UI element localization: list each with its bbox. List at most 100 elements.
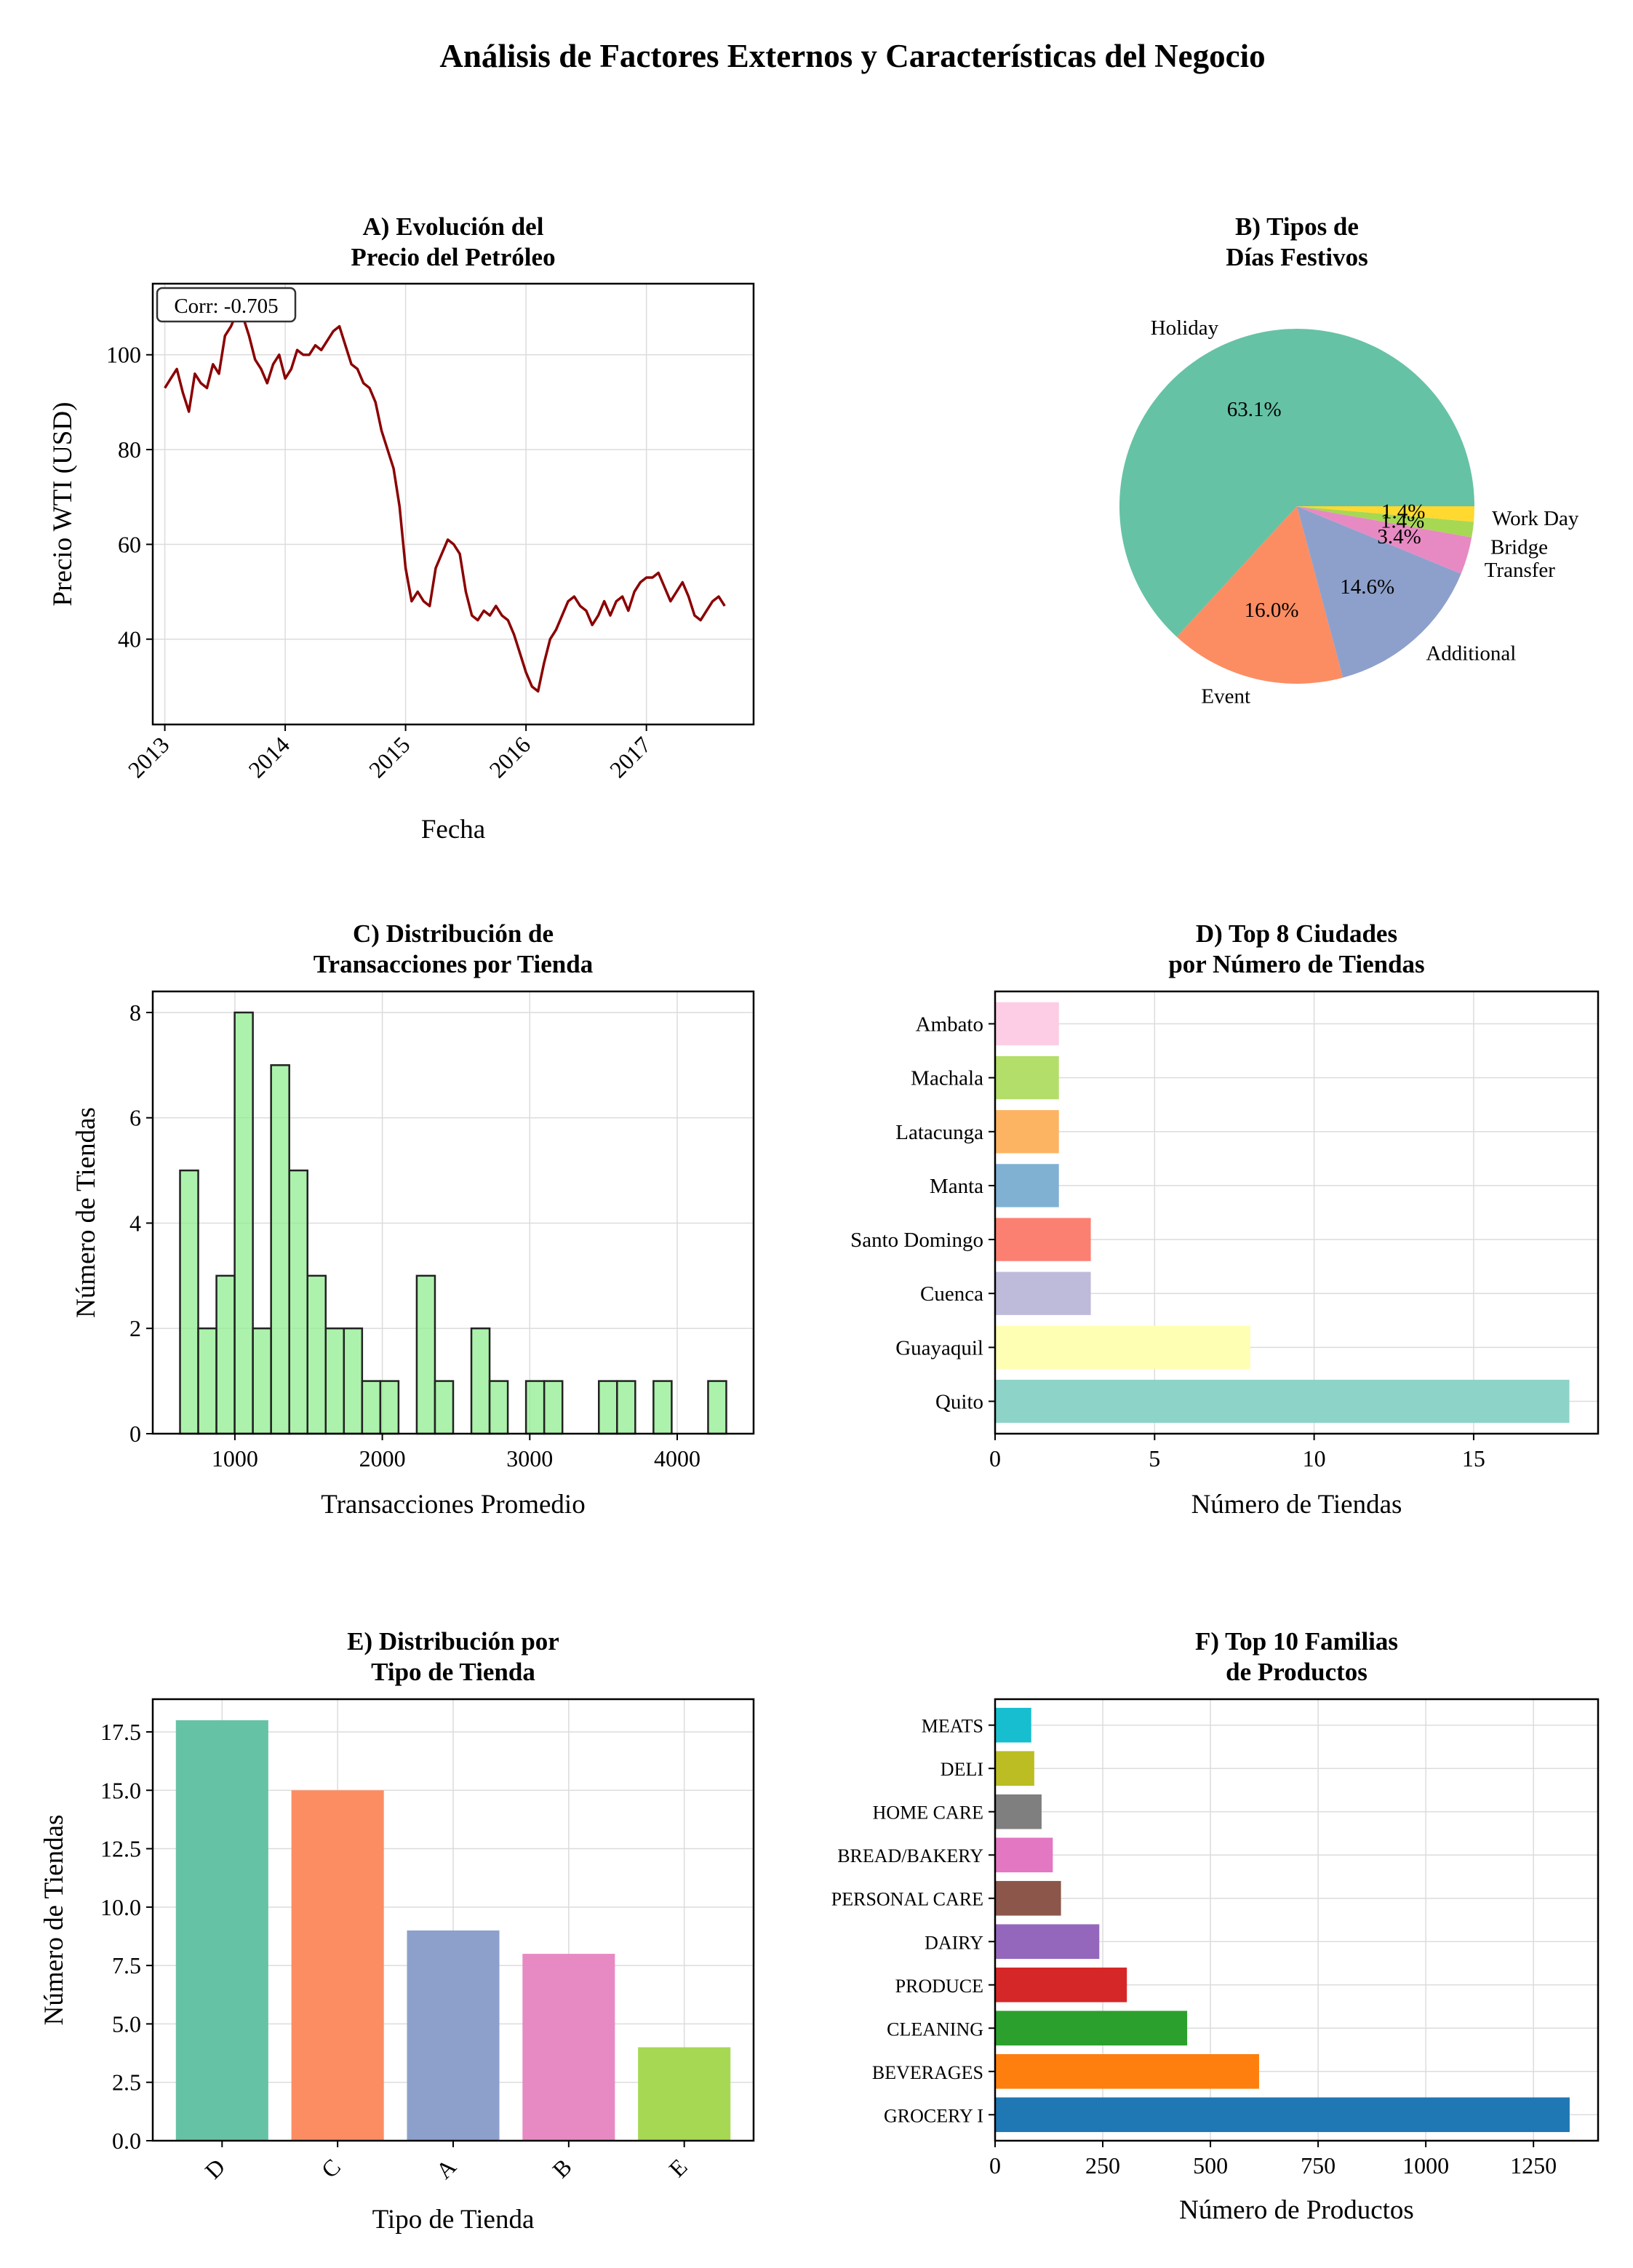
chart-a-frame — [151, 282, 755, 726]
chart-c-ylabel: Número de Tiendas — [71, 1107, 101, 1318]
chart-a-xtick-label: 2014 — [243, 731, 295, 783]
chart-f-category-label: DAIRY — [925, 1932, 983, 1953]
chart-b-pct-label: 1.4% — [1381, 500, 1425, 523]
chart-f-bar — [995, 2053, 1259, 2089]
chart-c-bar — [343, 1327, 364, 1435]
chart-f-bar — [995, 1924, 1100, 1960]
chart-c-bar — [379, 1380, 400, 1435]
chart-f-title-line: de Productos — [1226, 1658, 1368, 1686]
chart-e-ytick-label: 12.5 — [100, 1836, 141, 1862]
chart-f-category-label: GROCERY I — [884, 2105, 983, 2126]
chart-c-bar — [488, 1380, 509, 1435]
chart-e-xtick-label: C — [316, 2153, 346, 2183]
chart-e-bar — [522, 1954, 615, 2141]
chart-f-bar — [995, 1751, 1034, 1786]
chart-c-bar — [197, 1327, 217, 1435]
chart-c-xtick-label: 1000 — [212, 1445, 258, 1472]
chart-b-title-line: B) Tipos de — [1235, 212, 1359, 241]
chart-b-slice-label: Work Day — [1492, 507, 1579, 530]
chart-f-xtick-label: 1000 — [1402, 2152, 1449, 2179]
chart-f-bar — [995, 1837, 1053, 1873]
chart-c-bar — [470, 1327, 491, 1435]
chart-b-slice-additional — [1297, 506, 1461, 678]
chart-c-title-line: Transacciones por Tienda — [314, 950, 593, 978]
chart-d-xtick-label: 5 — [1149, 1445, 1160, 1472]
chart-d-category-label: Latacunga — [895, 1121, 983, 1144]
chart-e-title-line: E) Distribución por — [347, 1627, 559, 1656]
chart-b-slice-transfer — [1297, 506, 1472, 574]
chart-d-category-label: Cuenca — [920, 1282, 983, 1306]
chart-c-bar — [415, 1274, 436, 1435]
chart-d-title-line: D) Top 8 Ciudades — [1196, 919, 1397, 948]
chart-c-ytick-label: 6 — [129, 1105, 141, 1131]
chart-f-category-label: HOME CARE — [873, 1802, 983, 1824]
chart-f-bar — [995, 1794, 1042, 1829]
chart-b-slice-label: Event — [1201, 685, 1250, 708]
figure-title: Análisis de Factores Externos y Caracter… — [439, 38, 1265, 74]
chart-c-bar — [652, 1380, 673, 1435]
chart-c-bar — [288, 1169, 308, 1435]
chart-e-bar — [291, 1790, 384, 2141]
chart-f-category-label: BREAD/BAKERY — [837, 1845, 983, 1866]
chart-f-xtick-label: 1250 — [1510, 2152, 1557, 2179]
chart-b-slice-label: Additional — [1426, 642, 1516, 665]
chart-b-pct-label: 63.1% — [1227, 398, 1282, 421]
chart-c-title-line: C) Distribución de — [353, 919, 554, 948]
chart-a-title-line: A) Evolución del — [363, 212, 544, 241]
chart-b-title-line: Días Festivos — [1226, 243, 1368, 271]
chart-d-xtick-label: 15 — [1462, 1445, 1485, 1472]
chart-e-ytick-label: 17.5 — [100, 1719, 141, 1745]
chart-c-bar — [233, 1011, 254, 1435]
chart-a-ytick-label: 40 — [118, 626, 141, 652]
chart-d-bar — [995, 1379, 1570, 1424]
chart-e-title-line: Tipo de Tienda — [371, 1658, 535, 1686]
chart-c-ytick-label: 4 — [129, 1210, 141, 1236]
chart-f-bar — [995, 1707, 1031, 1743]
chart-e-xtick-label: D — [199, 2153, 230, 2184]
chart-e-xlabel: Tipo de Tienda — [372, 2205, 535, 2235]
chart-f-xtick-label: 500 — [1193, 2152, 1228, 2179]
chart-f-bar — [995, 1967, 1127, 2003]
chart-c-bar — [215, 1274, 236, 1435]
chart-a-ylabel: Precio WTI (USD) — [48, 402, 78, 607]
chart-e-xtick-label: E — [663, 2153, 692, 2181]
chart-c-bar — [543, 1380, 564, 1435]
chart-e-xtick-label: A — [431, 2153, 461, 2184]
chart-c-xlabel: Transacciones Promedio — [321, 1490, 585, 1520]
chart-a-ytick-label: 100 — [106, 342, 141, 368]
chart-a-ytick-label: 80 — [118, 436, 141, 463]
chart-c-bar — [179, 1169, 199, 1435]
chart-b-slice-bridge — [1297, 506, 1474, 538]
chart-d-category-label: Santo Domingo — [850, 1229, 983, 1252]
chart-c-xtick-label: 2000 — [359, 1445, 406, 1472]
chart-d-category-label: Quito — [935, 1391, 983, 1414]
chart-b-slice-label: Transfer — [1485, 559, 1556, 582]
chart-a-ytick-label: 60 — [118, 531, 141, 557]
chart-c-bar — [707, 1380, 727, 1435]
chart-c-bar — [616, 1380, 636, 1435]
chart-a-title-line: Precio del Petróleo — [351, 243, 555, 271]
chart-a-xtick-label: 2013 — [123, 731, 175, 783]
chart-c-ytick-label: 8 — [129, 999, 141, 1026]
chart-f-bar — [995, 2097, 1570, 2133]
chart-d-bar — [995, 1055, 1059, 1100]
chart-f-bar — [995, 2011, 1188, 2046]
chart-b-pct-label: 3.4% — [1377, 525, 1421, 548]
chart-e-ylabel: Número de Tiendas — [39, 1815, 69, 2026]
chart-f-xtick-label: 250 — [1085, 2152, 1120, 2179]
chart-d-category-label: Guayaquil — [895, 1336, 983, 1359]
chart-d-category-label: Machala — [911, 1067, 983, 1090]
chart-b-slice-label: Holiday — [1151, 316, 1219, 340]
chart-e-ytick-label: 5.0 — [112, 2011, 141, 2037]
chart-c-xtick-label: 4000 — [654, 1445, 700, 1472]
chart-d-frame — [994, 990, 1600, 1435]
chart-d-xtick-label: 0 — [989, 1445, 1001, 1472]
chart-d-bar — [995, 1325, 1250, 1370]
chart-c-xtick-label: 3000 — [506, 1445, 553, 1472]
chart-f-category-label: CLEANING — [887, 2019, 983, 2040]
chart-e-ytick-label: 2.5 — [112, 2069, 141, 2096]
chart-b-slice-work-day — [1297, 506, 1475, 522]
chart-a-annotation-box — [156, 287, 297, 323]
chart-c-ytick-label: 2 — [129, 1315, 141, 1341]
chart-e-bar — [407, 1930, 500, 2141]
